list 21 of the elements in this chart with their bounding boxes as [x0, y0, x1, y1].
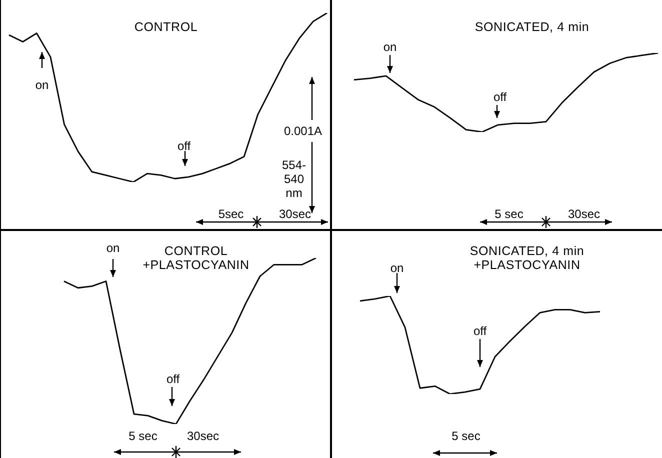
chart-title: CONTROL +PLASTOCYANIN [142, 244, 250, 272]
text: 5 sec [128, 429, 158, 443]
annotation: 554-540 nm [281, 158, 307, 200]
annotation: off [492, 90, 508, 104]
text: CONTROL [133, 20, 199, 34]
annotation: off [472, 324, 488, 338]
annotation: on [382, 40, 398, 54]
chart-title: SONICATED, 4 min +PLASTOCYANIN [468, 244, 586, 272]
annotation: 0.001A [282, 124, 324, 138]
text: 5 sec [450, 429, 482, 443]
annotation: on [34, 78, 50, 92]
text: 5 sec [494, 207, 524, 221]
text: on [105, 241, 121, 255]
text: 30sec [566, 207, 602, 221]
text: on [389, 261, 405, 275]
text: 30sec [278, 207, 312, 221]
annotation: off [165, 372, 181, 386]
annotation: off [176, 139, 192, 153]
chart-title: SONICATED, 4 min [474, 20, 590, 34]
text: 30sec [186, 429, 220, 443]
text: 5sec [217, 207, 245, 221]
